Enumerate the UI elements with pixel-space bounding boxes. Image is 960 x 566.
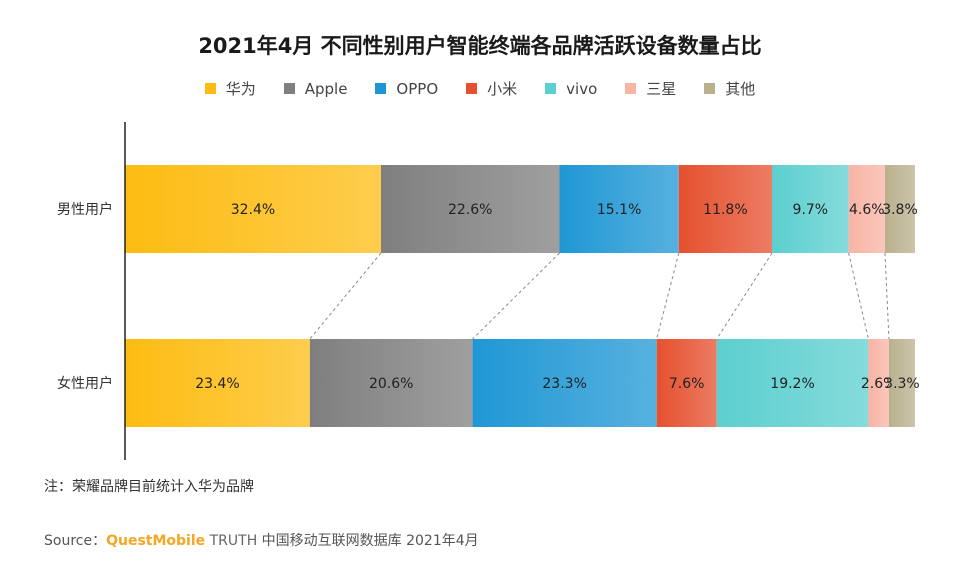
legend-swatch: [545, 83, 557, 94]
bar-segment: [125, 165, 381, 253]
data-label: 23.4%: [195, 376, 239, 392]
data-label: 20.6%: [369, 376, 413, 392]
data-label: 7.6%: [669, 376, 705, 392]
legend-swatch: [204, 83, 216, 94]
bar-segment: [888, 339, 915, 427]
legend-label: 其他: [725, 80, 756, 98]
data-label: 9.7%: [793, 202, 829, 218]
legend-item: Apple: [283, 78, 348, 99]
bar-segment: [716, 339, 869, 427]
legend-item: 三星: [625, 78, 676, 99]
bar-segment: [125, 339, 310, 427]
data-label: 2.6%: [861, 376, 897, 392]
legend-label: 小米: [487, 80, 518, 98]
legend-item: 其他: [704, 78, 755, 99]
data-label: 3.3%: [884, 376, 920, 392]
legend-item: 华为: [204, 78, 256, 99]
connector-line: [309, 252, 382, 340]
connector-line: [848, 252, 869, 340]
data-label: 23.3%: [542, 376, 586, 392]
bar-segment: [380, 165, 560, 253]
source-line: Source：QuestMobile TRUTH 中国移动互联网数据库 2021…: [44, 530, 479, 550]
legend-item: 小米: [466, 78, 517, 99]
data-label: 3.8%: [882, 202, 918, 218]
legend-swatch: [704, 83, 716, 94]
bar-segment: [772, 165, 849, 253]
connector-line: [472, 252, 560, 340]
category-label: 女性用户: [57, 375, 113, 392]
data-label: 4.6%: [849, 202, 885, 218]
legend-swatch: [625, 83, 637, 94]
source-prefix: Source：: [44, 533, 107, 549]
legend-label: 华为: [225, 80, 256, 98]
legend-swatch: [283, 83, 295, 94]
bar-segment: [472, 339, 657, 427]
footnote: 注：荣耀品牌目前统计入华为品牌: [44, 479, 254, 495]
legend-label: 三星: [646, 80, 677, 98]
legend-swatch: [466, 83, 478, 94]
category-label: 男性用户: [57, 201, 113, 218]
legend-item: vivo: [545, 78, 597, 99]
data-label: 32.4%: [231, 202, 275, 218]
legend-label: vivo: [566, 79, 598, 98]
source-rest: 中国移动互联网数据库 2021年4月: [261, 533, 479, 549]
bar-segment: [868, 339, 889, 427]
data-label: 11.8%: [703, 202, 747, 218]
legend-label: Apple: [304, 79, 348, 98]
bar-segment: [678, 165, 773, 253]
legend-swatch: [375, 83, 387, 94]
bar-segment: [309, 339, 473, 427]
legend-item: OPPO: [375, 78, 438, 99]
chart-title: 2021年4月 不同性别用户智能终端各品牌活跃设备数量占比: [198, 34, 762, 58]
legend-label: OPPO: [396, 79, 439, 98]
connector-line: [656, 252, 680, 340]
data-label: 22.6%: [448, 202, 492, 218]
connector-line: [884, 252, 890, 340]
legend: 华为 Apple OPPO 小米 vivo 三星 其他: [0, 78, 960, 99]
bar-segment: [656, 339, 717, 427]
connector-line: [716, 252, 773, 340]
data-label: 15.1%: [597, 202, 641, 218]
source-brand: QuestMobile: [106, 533, 206, 549]
bar-segment: [884, 165, 915, 253]
source-product: TRUTH: [209, 533, 258, 549]
bar-segment: [559, 165, 679, 253]
data-label: 19.2%: [770, 376, 814, 392]
bar-segment: [848, 165, 885, 253]
